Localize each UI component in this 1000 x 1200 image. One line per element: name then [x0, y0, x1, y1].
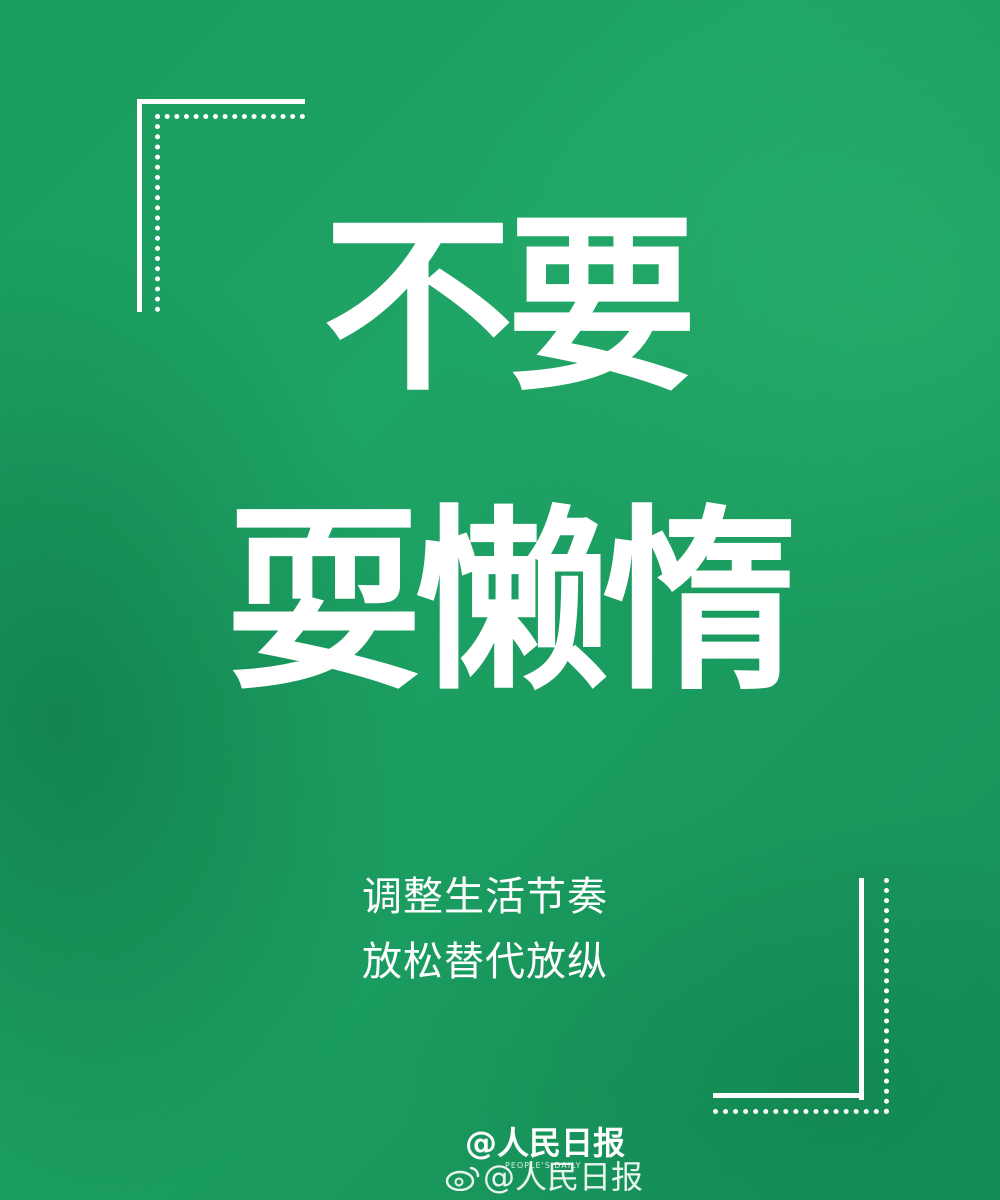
watermark-handle: @人民日报 [483, 1158, 644, 1196]
watermark-logo-subtext: PEOPLE'S DAILY [505, 1161, 582, 1170]
bracket-dotted-line [155, 114, 160, 312]
subtitle-line-1: 调整生活节奏 [362, 874, 608, 920]
bracket-solid-line [859, 878, 864, 1100]
watermark-logo: @人民日报 [465, 1124, 626, 1162]
top-left-corner-bracket [137, 99, 307, 312]
bracket-dotted-line [155, 114, 305, 119]
bracket-solid-line [137, 99, 305, 104]
subtitle-line-2: 放松替代放纵 [362, 939, 608, 985]
bracket-solid-line [137, 99, 142, 312]
headline-line-2: 耍懒惰 [225, 489, 798, 717]
headline-line-1: 不要 [322, 196, 697, 417]
bracket-dotted-line [884, 878, 889, 1114]
bracket-solid-line [713, 1093, 864, 1098]
bracket-dotted-line [713, 1109, 889, 1114]
weibo-icon [445, 1166, 480, 1191]
bottom-right-corner-bracket [713, 878, 889, 1114]
